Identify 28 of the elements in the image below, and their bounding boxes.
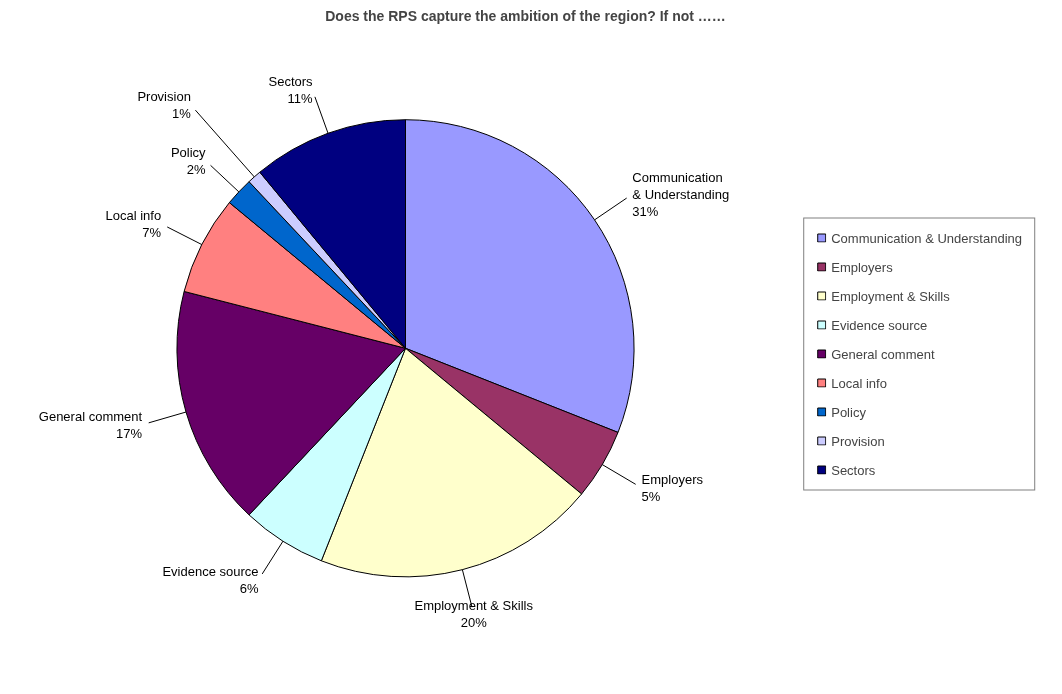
data-label: 1% [172, 106, 192, 122]
slice-label: Local info [105, 207, 162, 223]
data-label: 31% [632, 203, 659, 219]
data-label: 20% [460, 614, 488, 630]
slice-label: Employers [641, 471, 704, 487]
legend-label: Local info [831, 375, 887, 390]
legend-label: Provision [831, 433, 885, 448]
slice-label: Employment & Skills [414, 597, 534, 613]
legend-label: Communication & Understanding [831, 230, 1022, 245]
data-label: 11% [287, 91, 314, 107]
legend-label: Employers [831, 259, 893, 274]
data-label: 17% [116, 425, 143, 441]
legend-label: Employment & Skills [831, 288, 950, 303]
slice-label: Policy [170, 144, 207, 160]
slice-label: Evidence source [162, 563, 259, 579]
slice-label: General comment [38, 408, 143, 424]
legend-label: Evidence source [831, 317, 928, 332]
legend-label: General comment [831, 346, 935, 361]
data-label: 2% [186, 161, 206, 177]
slice-label: Communication & Understanding [632, 169, 730, 202]
chart-title: Does the RPS capture the ambition of the region? If not …… [325, 7, 726, 24]
data-label: 6% [239, 580, 259, 596]
slice-label: Provision [137, 88, 191, 104]
data-label: 5% [641, 488, 661, 504]
legend-label: Policy [831, 404, 866, 419]
legend-label: Sectors [831, 462, 876, 477]
slice-label: Sectors [268, 74, 314, 90]
data-label: 7% [142, 224, 162, 240]
